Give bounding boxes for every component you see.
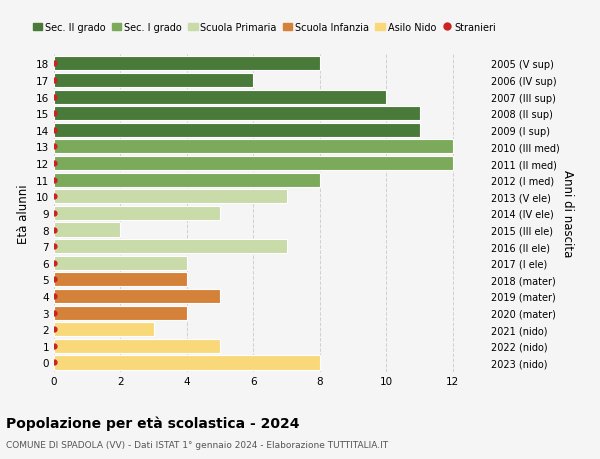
Bar <box>54 90 386 104</box>
Bar <box>54 356 320 369</box>
Bar <box>54 207 220 220</box>
Bar <box>54 173 320 187</box>
Bar <box>54 256 187 270</box>
Bar <box>54 223 121 237</box>
Text: Popolazione per età scolastica - 2024: Popolazione per età scolastica - 2024 <box>6 415 299 430</box>
Bar <box>54 339 220 353</box>
Bar <box>54 123 419 138</box>
Bar <box>54 323 154 336</box>
Bar <box>54 190 287 204</box>
Bar <box>54 273 187 287</box>
Bar <box>54 157 453 171</box>
Bar <box>54 306 187 320</box>
Bar <box>54 74 253 88</box>
Legend: Sec. II grado, Sec. I grado, Scuola Primaria, Scuola Infanzia, Asilo Nido, Stran: Sec. II grado, Sec. I grado, Scuola Prim… <box>29 19 500 37</box>
Bar <box>54 107 419 121</box>
Bar <box>54 140 453 154</box>
Y-axis label: Anni di nascita: Anni di nascita <box>560 170 574 257</box>
Bar <box>54 240 287 254</box>
Text: COMUNE DI SPADOLA (VV) - Dati ISTAT 1° gennaio 2024 - Elaborazione TUTTITALIA.IT: COMUNE DI SPADOLA (VV) - Dati ISTAT 1° g… <box>6 440 388 449</box>
Y-axis label: Età alunni: Età alunni <box>17 184 31 243</box>
Bar <box>54 289 220 303</box>
Bar <box>54 57 320 71</box>
